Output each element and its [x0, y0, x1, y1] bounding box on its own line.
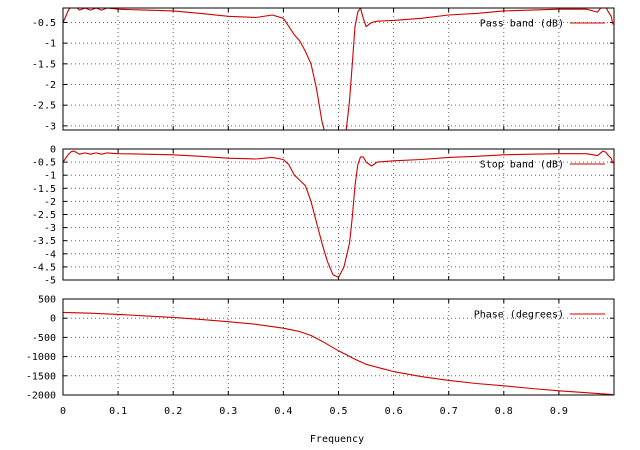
plot-frame: [62, 298, 615, 396]
plot-frame: [62, 148, 615, 281]
x-tick-label: 0.7: [440, 406, 458, 417]
plot-frame: [62, 7, 615, 131]
x-tick-label: 0.4: [274, 406, 292, 417]
y-tick-label: -1: [44, 39, 56, 50]
y-tick-label: -2.5: [32, 101, 56, 112]
x-axis-label: Frequency: [310, 434, 364, 445]
y-tick-label: -2.5: [32, 210, 56, 221]
x-tick-label: 0.2: [164, 406, 182, 417]
y-tick-label: -2: [44, 80, 56, 91]
y-tick-label: -1000: [26, 352, 56, 363]
y-tick-label: -2000: [26, 391, 56, 402]
y-tick-label: -3: [44, 121, 56, 132]
x-tick-label: 0.6: [385, 406, 403, 417]
y-tick-label: 0: [50, 145, 56, 156]
y-tick-label: -1.5: [32, 184, 56, 195]
legend-label: Stop band (dB): [480, 160, 564, 171]
y-tick-label: -4: [44, 249, 56, 260]
phase-panel: 500 0 -500 -1000 -1500 -2000 0 0.1 0.2 0.3 0.4 0.5 0…: [26, 295, 615, 417]
x-tick-label: 0.5: [329, 406, 347, 417]
stop-band-panel: 0 -0.5 -1 -1.5 -2 -2.5 -3 -3.5 -4 -4.5 -5 Stop band…: [32, 145, 615, 287]
y-tick-label: -0.5: [32, 158, 56, 169]
y-tick-label: -3: [44, 223, 56, 234]
x-tick-label: 0.3: [219, 406, 237, 417]
y-tick-label: 500: [38, 295, 56, 306]
y-tick-label: -2: [44, 197, 56, 208]
y-tick-label: 0: [50, 314, 56, 325]
y-tick-label: -3.5: [32, 236, 56, 247]
y-tick-label: -500: [32, 333, 56, 344]
x-tick-label: 0.8: [495, 406, 513, 417]
x-tick-label: 0: [60, 406, 66, 417]
x-tick-label: 0.9: [550, 406, 568, 417]
series-line: [63, 150, 614, 278]
legend-label: Phase (degrees): [474, 310, 564, 321]
y-tick-label: -4.5: [32, 262, 56, 273]
y-tick-label: -1500: [26, 371, 56, 382]
y-tick-label: -1: [44, 171, 56, 182]
pass-band-panel: -0.5 -1 -1.5 -2 -2.5 -3 Pass band (dB): [32, 7, 615, 132]
series-line: [63, 8, 614, 130]
y-tick-label: -5: [44, 276, 56, 287]
x-tick-label: 0.1: [109, 406, 127, 417]
series-line: [63, 311, 613, 395]
legend-label: Pass band (dB): [480, 19, 564, 30]
y-tick-label: -1.5: [32, 59, 56, 70]
y-tick-label: -0.5: [32, 18, 56, 29]
